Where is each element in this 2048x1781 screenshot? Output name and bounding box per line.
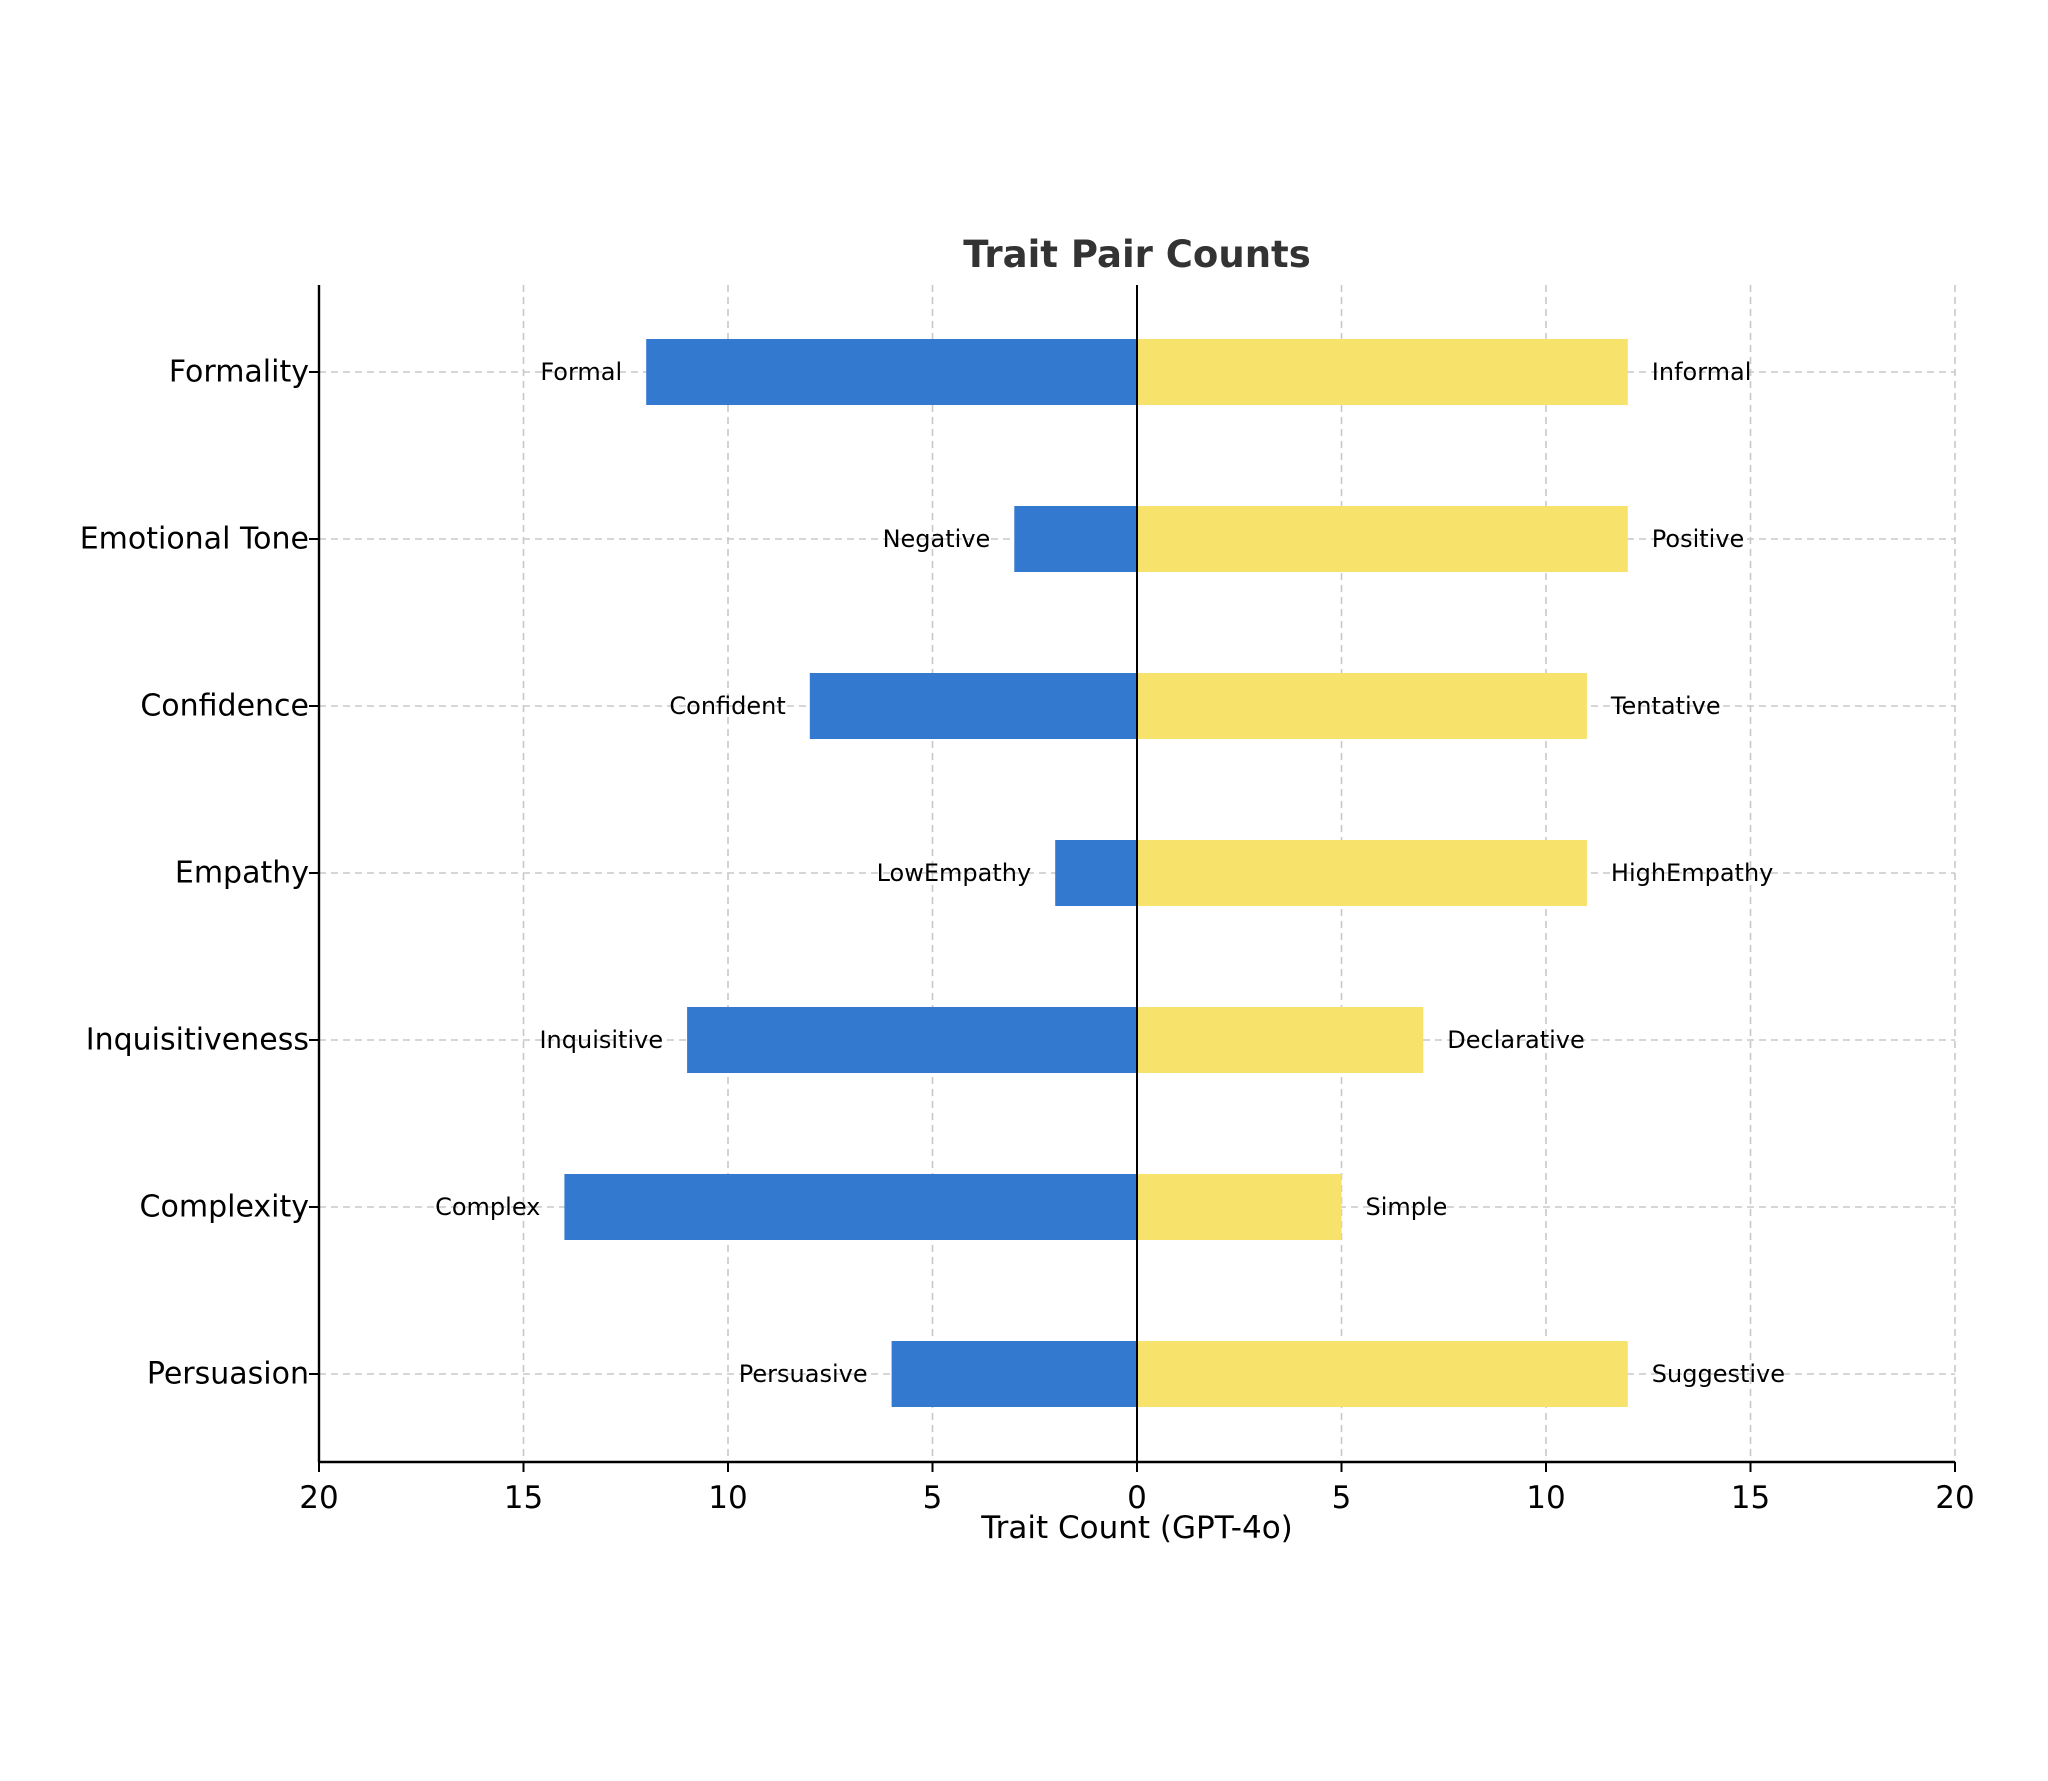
category-label: Complexity [140, 1190, 309, 1225]
right-bar-label: Declarative [1447, 1026, 1584, 1054]
right-bar-complexity [1137, 1174, 1342, 1240]
bar-layer [564, 339, 1628, 1407]
x-tick-label: 15 [504, 1480, 543, 1516]
left-bar-emotional-tone [1014, 506, 1137, 572]
right-bar-persuasion [1137, 1341, 1628, 1407]
right-bar-label: Informal [1652, 358, 1752, 386]
right-bar-label: Simple [1366, 1193, 1448, 1221]
category-label: Inquisitiveness [86, 1023, 309, 1058]
right-bar-label: Suggestive [1652, 1360, 1785, 1388]
left-bar-formality [646, 339, 1137, 405]
left-bar-persuasion [891, 1341, 1137, 1407]
left-bar-label: Persuasive [739, 1360, 868, 1388]
axis-layer: 20 15 10 5 0 5 10 15 20 Formality Emotional Tone Co… [80, 285, 1975, 1516]
x-tick-label: 20 [1935, 1480, 1974, 1516]
right-bar-emotional-tone [1137, 506, 1628, 572]
category-label: Confidence [140, 689, 309, 724]
x-tick-label: 5 [1332, 1480, 1352, 1516]
left-bar-confidence [809, 673, 1137, 739]
category-label: Persuasion [147, 1357, 309, 1392]
x-tick-label: 10 [1526, 1480, 1565, 1516]
x-tick-label: 0 [1127, 1480, 1147, 1516]
category-label: Emotional Tone [80, 522, 309, 557]
left-bar-label: Formal [540, 358, 622, 386]
left-bar-label: Inquisitive [539, 1026, 663, 1054]
right-bar-label: Positive [1652, 525, 1745, 553]
left-bar-label: LowEmpathy [877, 859, 1032, 887]
right-bar-label: HighEmpathy [1611, 859, 1773, 887]
chart-title: Trait Pair Counts [963, 233, 1311, 276]
x-tick-label: 20 [299, 1480, 338, 1516]
x-tick-label: 10 [708, 1480, 747, 1516]
left-bar-inquisitiveness [687, 1007, 1137, 1073]
right-bar-empathy [1137, 840, 1587, 906]
left-bar-empathy [1055, 840, 1137, 906]
left-bar-label: Negative [883, 525, 991, 553]
category-label: Formality [169, 355, 309, 390]
x-tick-label: 5 [923, 1480, 943, 1516]
left-bar-label: Complex [435, 1193, 540, 1221]
label-layer: Formal Negative Confident LowEmpathy Inquisi… [435, 358, 1785, 1388]
right-bar-label: Tentative [1610, 692, 1721, 720]
left-bar-label: Confident [669, 692, 785, 720]
x-tick-label: 15 [1731, 1480, 1770, 1516]
right-bar-inquisitiveness [1137, 1007, 1424, 1073]
x-axis-label: Trait Count (GPT-4o) [980, 1510, 1293, 1546]
category-label: Empathy [175, 856, 309, 891]
right-bar-confidence [1137, 673, 1587, 739]
right-bar-formality [1137, 339, 1628, 405]
left-bar-complexity [564, 1174, 1137, 1240]
